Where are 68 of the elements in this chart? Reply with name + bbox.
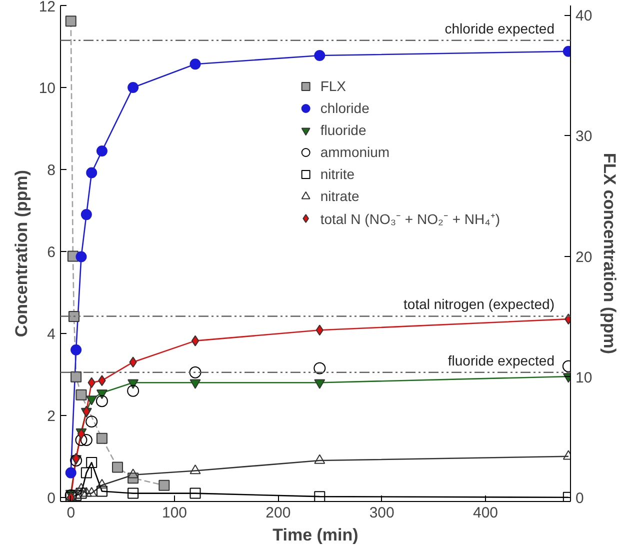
point <box>76 488 87 499</box>
point <box>96 486 108 497</box>
y-tick-label: 10 <box>38 80 56 97</box>
point <box>96 146 108 157</box>
point <box>65 16 76 27</box>
point <box>96 395 108 408</box>
y2-tick-label: 0 <box>576 490 584 507</box>
legend-label: chloride <box>320 100 370 116</box>
ref-line-label: chloride expected <box>444 20 555 36</box>
point <box>127 384 140 397</box>
point <box>86 167 98 178</box>
point <box>65 467 76 478</box>
y2-tick-label: 20 <box>576 248 592 266</box>
point <box>80 434 92 446</box>
legend-label: fluoride <box>320 122 366 138</box>
y2-axis-title: FLX concentration (ppm) <box>600 152 620 354</box>
point <box>76 389 87 400</box>
point <box>80 487 92 497</box>
legend-label: FLX <box>320 78 346 94</box>
legend-label: nitrate <box>320 188 360 204</box>
point <box>80 467 92 478</box>
point <box>96 478 108 488</box>
point <box>314 50 326 61</box>
point <box>70 344 82 356</box>
legend-label: nitrite <box>320 166 355 182</box>
legend-label: ammonium <box>320 144 390 160</box>
point <box>86 457 98 468</box>
point <box>190 464 201 474</box>
y-tick-label: 8 <box>47 162 56 179</box>
point <box>76 251 87 262</box>
y-tick-label: 12 <box>38 0 56 16</box>
point <box>314 362 326 374</box>
y2-tick-label: 40 <box>576 8 592 25</box>
y-axis-title: Concentration (ppm) <box>12 170 31 338</box>
x-tick-label: 100 <box>162 504 188 522</box>
point <box>189 366 202 378</box>
point <box>112 462 124 473</box>
point <box>86 487 98 497</box>
x-tick-label: 200 <box>266 504 291 522</box>
point <box>128 488 139 499</box>
point <box>96 432 108 444</box>
point <box>190 488 201 499</box>
legend-label: total N (NO₃⁻ + NO₂⁻ + NH₄⁺) <box>320 210 500 228</box>
x-tick-label: 0 <box>66 504 76 522</box>
point <box>191 335 200 346</box>
x-axis-title: Time (min) <box>272 526 358 544</box>
point <box>314 454 326 464</box>
point <box>314 491 326 502</box>
point <box>68 311 80 322</box>
point <box>128 468 139 478</box>
point <box>190 58 201 70</box>
x-tick-label: 400 <box>472 504 498 522</box>
point <box>75 434 88 446</box>
y2-tick-label: 10 <box>576 369 592 386</box>
y2-tick-label: 30 <box>576 128 592 146</box>
ref-line-label: total nitrogen (expected) <box>404 296 555 312</box>
point <box>158 480 170 491</box>
point <box>128 82 139 93</box>
ref-line-label: fluoride expected <box>448 352 555 368</box>
y-tick-label: 4 <box>47 326 56 343</box>
point <box>70 371 82 382</box>
y-tick-label: 6 <box>47 244 56 261</box>
x-tick-label: 300 <box>369 504 394 522</box>
point <box>80 209 92 220</box>
y-tick-label: 2 <box>47 408 56 425</box>
y-tick-label: 0 <box>47 490 56 507</box>
point <box>86 416 98 428</box>
point <box>76 482 87 493</box>
